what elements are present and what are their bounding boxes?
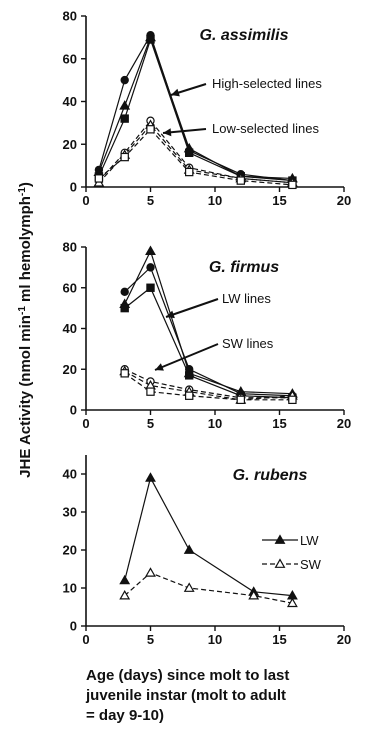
panel-3-series-2-point-2: [145, 567, 156, 577]
panel-2-series-3-point-2: [146, 283, 155, 292]
panel-1-x-tick-label-4: 20: [337, 193, 351, 208]
panel-2-series-6-point-2: [146, 387, 155, 396]
panel-2-y-tick-label-4: 80: [63, 240, 77, 255]
panel-3-x-tick-label-4: 20: [337, 632, 351, 647]
panel-3-title: G. rubens: [233, 467, 308, 484]
panel-2-annotation-arrow-1: [165, 298, 219, 318]
panel-1-annotation-2: Low-selected lines: [212, 121, 319, 136]
panel-1-annotation-1: High-selected lines: [212, 76, 322, 91]
panel-2-y-tick-label-3: 60: [63, 280, 77, 295]
panel-2-x-tick-label-1: 5: [147, 416, 154, 431]
panel-1-series-6-point-2: [120, 152, 129, 162]
panel-2-annotation-2: SW lines: [222, 336, 274, 351]
panel-2-series-6-line: [124, 372, 293, 401]
panel-3-series-2-point-4: [248, 589, 260, 600]
x-axis-label-line-1: Age (days) since molt to last: [86, 667, 290, 684]
panel-3-y-tick-label-1: 10: [63, 581, 77, 596]
panel-1-y-tick-label-3: 60: [63, 51, 77, 66]
panel-2-annotation-arrowhead-1: [166, 310, 175, 319]
panel-1-series-4-line: [98, 119, 293, 184]
panel-3-series-2-point-5: [286, 597, 298, 608]
panel-2-series-3-point-3: [185, 371, 194, 380]
panel-1-series-3-point-2: [120, 114, 129, 123]
panel-3-y-tick-label-2: 20: [63, 543, 77, 558]
panel-2-y-tick-label-1: 20: [63, 362, 77, 377]
panel-1-x-tick-label-2: 10: [208, 193, 222, 208]
panel-1-y-tick-label-4: 80: [63, 9, 77, 24]
panel-2-series-3-point-1: [120, 303, 129, 313]
panel-3-x-tick-label-1: 5: [147, 632, 154, 647]
x-axis-label: Age (days) since molt to last juvenile i…: [86, 666, 374, 726]
panel-3-y-tick-label-3: 30: [63, 505, 77, 520]
panel-2-x-tick-label-2: 10: [208, 416, 222, 431]
panel-3-legend-label-2: SW: [300, 557, 322, 572]
panel-1-series-5-line: [98, 124, 293, 184]
panel-3-y-tick-label-0: 0: [70, 619, 77, 634]
panel-1-series-3-point-3: [146, 35, 155, 44]
panel-2-series-6-point-5: [288, 395, 297, 405]
panel-2-title: G. firmus: [209, 259, 279, 276]
y-axis-label: JHE Activity (nmol min-1 ml hemolymph-1): [17, 182, 34, 478]
panel-1-y-tick-label-0: 0: [70, 180, 77, 195]
panel-3-x-tick-label-0: 0: [82, 632, 89, 647]
panel-1-series-1-point-2: [120, 75, 129, 85]
panel-3-x-tick-label-3: 15: [272, 632, 286, 647]
panel-3-legend-marker-1: [274, 534, 286, 544]
panel-1-title: G. assimilis: [200, 27, 289, 44]
panel-2-series-6-point-3: [185, 391, 194, 400]
panel-1-y-tick-label-2: 40: [63, 94, 77, 109]
panel-2-x-tick-label-3: 15: [272, 416, 286, 431]
panel-2-x-tick-label-4: 20: [337, 416, 351, 431]
panel-1-series-3-point-4: [185, 148, 194, 157]
x-axis-label-line-3: = day 9-10): [86, 707, 164, 724]
panel-3-series-2-line: [124, 572, 293, 604]
panel-2-series-1-point-2: [146, 263, 155, 272]
panel-3-legend-label-1: LW: [300, 533, 319, 548]
panel-2-series-2-point-2: [145, 245, 156, 255]
panel-2-y-tick-label-2: 40: [63, 321, 77, 336]
panel-2-series-6-point-4: [236, 395, 245, 405]
panel-1-y-tick-label-1: 20: [63, 137, 77, 152]
panel-3-x-tick-label-2: 10: [208, 632, 222, 647]
panel-1-annotation-arrowhead-1: [171, 88, 180, 97]
panel-1-series-6-point-4: [185, 167, 194, 177]
panel-1-annotation-arrowhead-2: [163, 128, 172, 137]
panel-1-series-2-point-2: [119, 100, 131, 110]
panel-1-series-6-point-1: [94, 174, 104, 183]
panel-1-series-6-point-5: [236, 176, 245, 185]
panel-2-series-6-point-1: [120, 369, 129, 378]
panel-2-x-tick-label-0: 0: [82, 416, 89, 431]
panel-1-x-tick-label-0: 0: [82, 193, 89, 208]
panel-1-series-3-line: [98, 37, 293, 182]
panel-3-series-1-point-2: [145, 472, 156, 482]
panel-1-x-tick-label-1: 5: [147, 193, 154, 208]
panel-2-annotation-1: LW lines: [222, 291, 271, 306]
panel-3-series-1-line: [124, 476, 293, 597]
panel-3-series-2-point-3: [183, 582, 195, 592]
panel-1-series-6-line: [98, 128, 293, 186]
panel-2-series-1-point-1: [120, 287, 129, 297]
panel-2-annotation-arrow-2: [154, 343, 219, 371]
panel-1-series-6-point-6: [288, 180, 297, 190]
panel-2-annotation-arrowhead-2: [155, 363, 164, 371]
panel-3-series-1-point-3: [183, 544, 195, 554]
panel-3-y-tick-label-4: 40: [63, 467, 77, 482]
panel-1-x-tick-label-3: 15: [272, 193, 286, 208]
panel-3-legend-marker-2: [274, 558, 286, 568]
panel-1-series-6-point-3: [146, 125, 155, 134]
panel-3-series-2-point-1: [119, 589, 131, 600]
panel-3-series-1-point-1: [119, 574, 131, 585]
panel-2-y-tick-label-0: 0: [70, 403, 77, 418]
x-axis-label-line-2: juvenile instar (molt to adult: [86, 687, 287, 704]
